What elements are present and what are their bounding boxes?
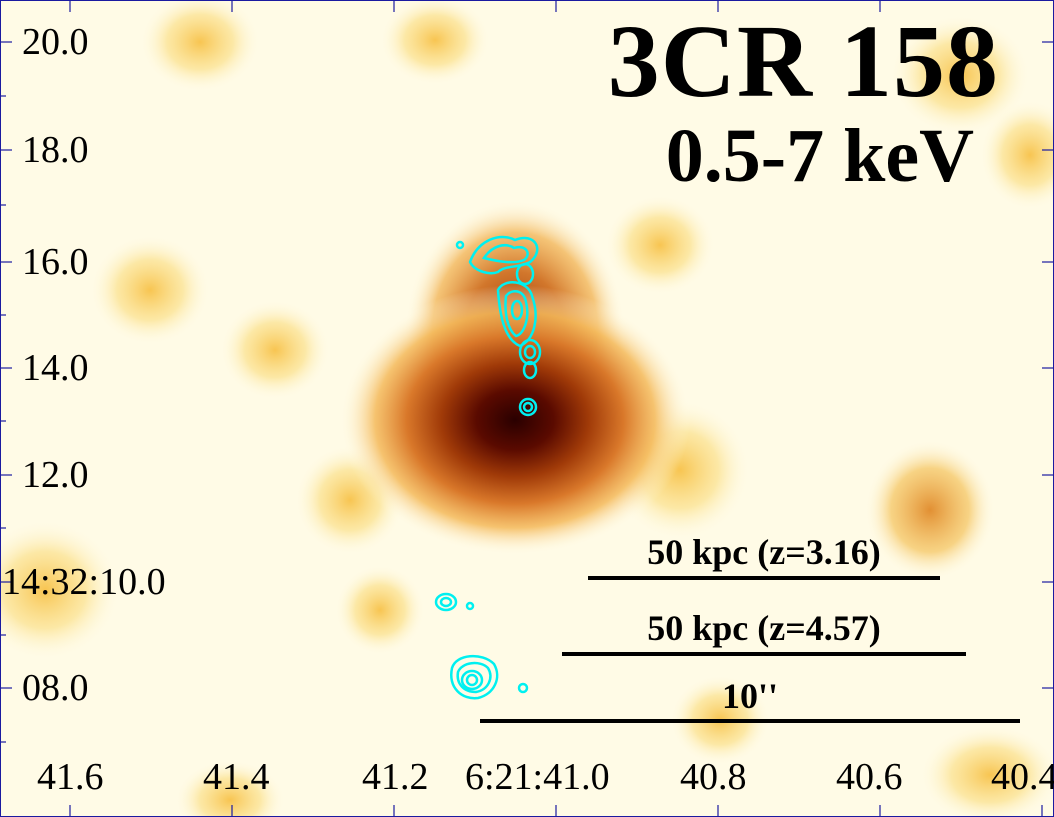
scale-bar (480, 719, 1020, 723)
dec-tick-label: 12.0 (22, 454, 89, 496)
scale-bar (562, 652, 966, 656)
ra-tick-label: 41.4 (203, 756, 270, 798)
source-title: 3CR 158 (607, 4, 999, 119)
energy-band-label: 0.5-7 keV (665, 114, 974, 198)
dec-tick-label: 08.0 (22, 667, 89, 709)
scale-bar-label: 10'' (721, 676, 779, 716)
dec-tick-label: 16.0 (22, 241, 89, 283)
scale-bar-label: 50 kpc (z=4.57) (647, 608, 881, 648)
ra-tick-label: 40.8 (680, 756, 747, 798)
dec-tick-label: 14.0 (22, 347, 89, 389)
scale-bar (588, 576, 940, 580)
ra-tick-label: 41.2 (362, 756, 429, 798)
dec-tick-label: 14:32:10.0 (2, 561, 166, 603)
ra-tick-label: 40.6 (836, 756, 903, 798)
ra-tick-label: 6:21:41.0 (465, 756, 610, 798)
ra-tick-label: 41.6 (37, 756, 104, 798)
ra-tick-label: 40.4 (991, 758, 1054, 796)
dec-tick-label: 18.0 (22, 129, 89, 171)
central-source (340, 200, 690, 555)
dec-tick-label: 20.0 (22, 21, 89, 63)
radio-contours (434, 235, 542, 700)
scale-bar-label: 50 kpc (z=3.16) (647, 532, 881, 572)
